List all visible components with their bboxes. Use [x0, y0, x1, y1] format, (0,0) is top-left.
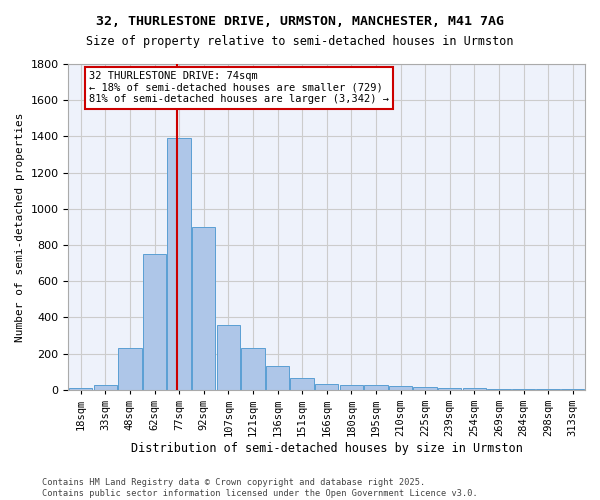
Bar: [463, 388, 486, 390]
Bar: [487, 389, 511, 390]
Bar: [94, 386, 117, 390]
Bar: [290, 378, 314, 390]
Text: Contains HM Land Registry data © Crown copyright and database right 2025.
Contai: Contains HM Land Registry data © Crown c…: [42, 478, 478, 498]
Text: Size of property relative to semi-detached houses in Urmston: Size of property relative to semi-detach…: [86, 35, 514, 48]
Bar: [143, 254, 166, 390]
Text: 32, THURLESTONE DRIVE, URMSTON, MANCHESTER, M41 7AG: 32, THURLESTONE DRIVE, URMSTON, MANCHEST…: [96, 15, 504, 28]
X-axis label: Distribution of semi-detached houses by size in Urmston: Distribution of semi-detached houses by …: [131, 442, 523, 455]
Bar: [217, 324, 240, 390]
Bar: [241, 348, 265, 390]
Bar: [561, 389, 584, 390]
Bar: [118, 348, 142, 390]
Text: 32 THURLESTONE DRIVE: 74sqm
← 18% of semi-detached houses are smaller (729)
81% : 32 THURLESTONE DRIVE: 74sqm ← 18% of sem…: [89, 71, 389, 104]
Bar: [512, 389, 535, 390]
Bar: [167, 138, 191, 390]
Bar: [438, 388, 461, 390]
Bar: [536, 389, 560, 390]
Bar: [315, 384, 338, 390]
Bar: [69, 388, 92, 390]
Bar: [413, 386, 437, 390]
Bar: [266, 366, 289, 390]
Bar: [389, 386, 412, 390]
Y-axis label: Number of semi-detached properties: Number of semi-detached properties: [15, 112, 25, 342]
Bar: [364, 385, 388, 390]
Bar: [340, 385, 363, 390]
Bar: [192, 227, 215, 390]
